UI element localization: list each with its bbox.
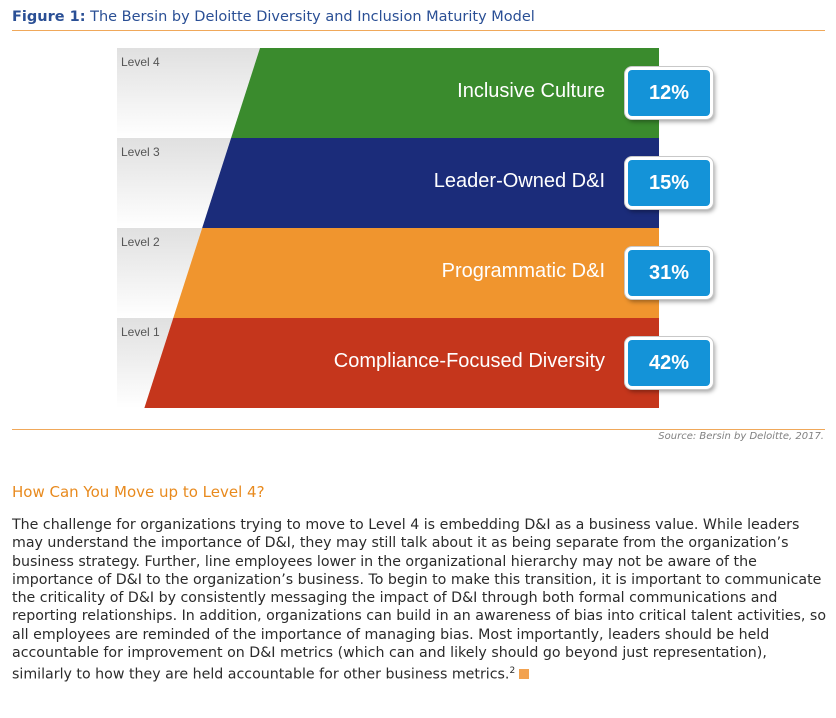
maturity-band-4: [231, 48, 659, 138]
band-name: Leader-Owned D&I: [433, 170, 605, 192]
section-paragraph: The challenge for organizations trying t…: [12, 516, 827, 684]
end-mark-icon: [519, 669, 530, 680]
maturity-band-2: [173, 228, 659, 318]
band-name: Inclusive Culture: [457, 80, 605, 102]
level-tab-4: [117, 48, 260, 138]
figure-source: Source: Bersin by Deloitte, 2017.: [658, 431, 824, 442]
source-rule: [12, 429, 825, 430]
percent-badge: 31%: [625, 247, 713, 299]
level-tab-2: [117, 228, 203, 318]
footnote-ref: 2: [509, 666, 516, 677]
figure-title-text: The Bersin by Deloitte Diversity and Inc…: [90, 9, 535, 25]
level-label: Level 4: [121, 55, 160, 69]
section-heading: How Can You Move up to Level 4?: [12, 483, 265, 501]
level-label: Level 3: [121, 145, 160, 159]
level-label: Level 2: [121, 235, 160, 249]
band-name: Programmatic D&I: [441, 260, 605, 282]
maturity-band-1: [144, 318, 659, 408]
percent-badge: 12%: [625, 67, 713, 119]
level-tab-1: [117, 318, 174, 408]
percent-badge: 42%: [625, 337, 713, 389]
figure-label: Figure 1:: [12, 9, 86, 25]
level-tab-3: [117, 138, 232, 228]
band-name: Compliance-Focused Diversity: [333, 350, 605, 372]
paragraph-text: The challenge for organizations trying t…: [12, 517, 826, 684]
maturity-band-3: [202, 138, 659, 228]
maturity-model-diagram: [117, 48, 659, 408]
percent-badge: 15%: [625, 157, 713, 209]
level-label: Level 1: [121, 325, 160, 339]
title-rule: [12, 30, 825, 31]
figure-title: Figure 1: The Bersin by Deloitte Diversi…: [12, 9, 535, 25]
